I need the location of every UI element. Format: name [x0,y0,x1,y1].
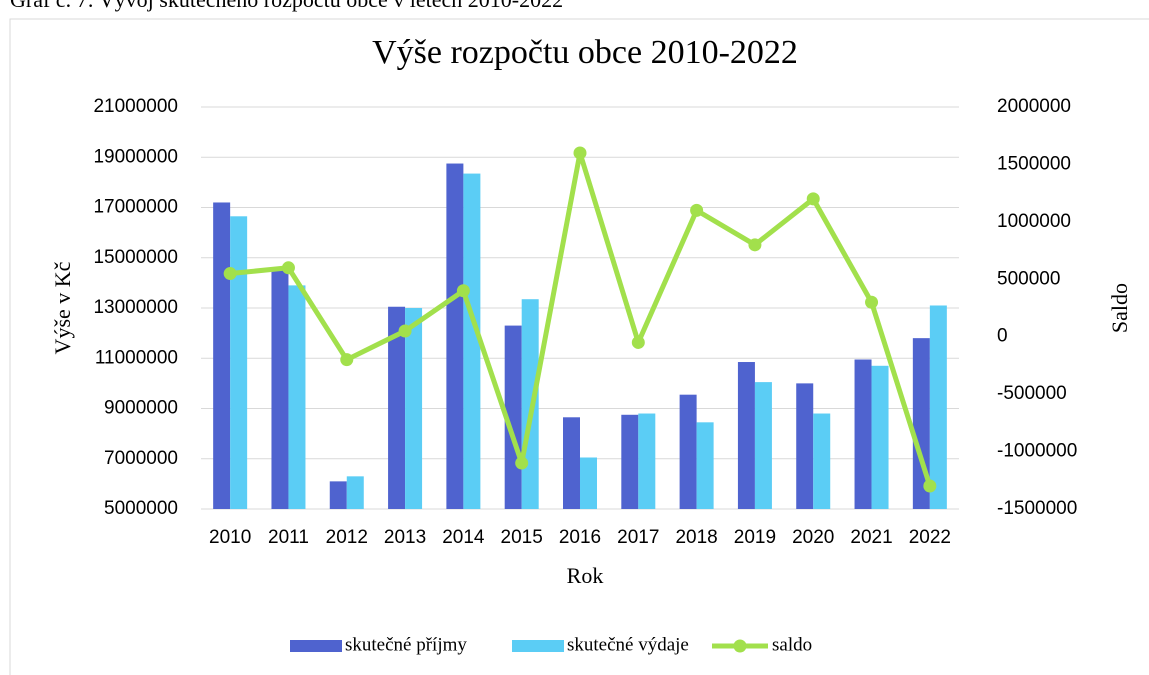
y-tick-label: 13000000 [93,297,178,318]
bar [679,394,697,509]
y-tick-label: 7000000 [104,448,178,469]
bar [271,267,289,509]
x-tick-label: 2012 [326,527,368,548]
bar [737,362,755,509]
legend-swatch [290,640,342,652]
x-tick-label: 2011 [268,527,309,548]
chart-frame [9,18,1149,675]
y2-tick-label: 1500000 [997,153,1071,174]
bar [621,414,639,509]
line-point [573,146,587,160]
line-point [748,238,762,252]
x-tick-label: 2013 [384,527,426,548]
y2-tick-label: -1500000 [997,498,1077,519]
y-tick-label: 9000000 [104,398,178,419]
y-tick-label: 17000000 [93,197,178,218]
line-point [690,203,704,217]
bar [446,163,464,509]
bar [580,457,597,509]
legend-label: skutečné příjmy [345,634,467,655]
y-tick-label: 19000000 [93,146,178,167]
x-tick-label: 2020 [792,527,834,548]
bar [796,383,814,509]
bar [463,173,481,510]
line-point [515,456,529,470]
bar [638,413,656,509]
x-tick-label: 2015 [501,527,543,548]
x-tick-label: 2010 [209,527,251,548]
bar [563,417,580,509]
x-axis-label: Rok [567,563,604,588]
bar [213,202,231,509]
bar [521,299,539,509]
bar [754,382,772,509]
bar [854,359,872,509]
line-point [340,353,354,367]
x-tick-label: 2021 [850,527,892,548]
x-tick-label: 2017 [617,527,659,548]
bar [230,216,248,509]
y-axis-label: Výše v Kč [50,261,75,354]
y2-tick-label: 1000000 [997,211,1071,232]
legend-label: skutečné výdaje [567,634,689,655]
y-tick-label: 15000000 [93,247,178,268]
y-tick-label: 21000000 [93,96,178,117]
bar [405,308,423,509]
legend-label: saldo [772,634,812,655]
y2-tick-label: 500000 [997,268,1060,289]
legend-swatch [733,639,747,653]
y2-axis-label: Saldo [1107,283,1132,333]
caption: Graf č. 7: Vývoj skutečného rozpočtu obc… [10,0,563,12]
x-tick-label: 2018 [675,527,717,548]
line-point [806,192,820,206]
y2-tick-label: -1000000 [997,441,1077,462]
x-tick-label: 2016 [559,527,601,548]
bar [346,476,364,509]
x-tick-label: 2022 [909,527,951,548]
line-point [223,267,237,281]
y-tick-label: 5000000 [104,498,178,519]
line-point [398,324,412,338]
bar [288,285,306,509]
legend-swatch [512,640,564,652]
line-point [923,479,937,493]
x-tick-label: 2019 [734,527,776,548]
bar [388,306,406,509]
line-point [456,284,470,298]
chart-title: Výše rozpočtu obce 2010-2022 [372,34,798,71]
x-tick-label: 2014 [442,527,485,548]
y2-tick-label: 0 [997,326,1008,347]
line-point [631,335,645,349]
line-point [281,261,295,275]
y-tick-label: 11000000 [95,347,178,368]
bar [813,413,831,509]
bar [696,422,714,509]
bar [329,481,347,509]
y2-tick-label: -500000 [997,383,1067,404]
bar [929,305,947,509]
line-point [865,295,879,309]
y2-tick-label: 2000000 [997,96,1071,117]
bar [871,365,889,509]
